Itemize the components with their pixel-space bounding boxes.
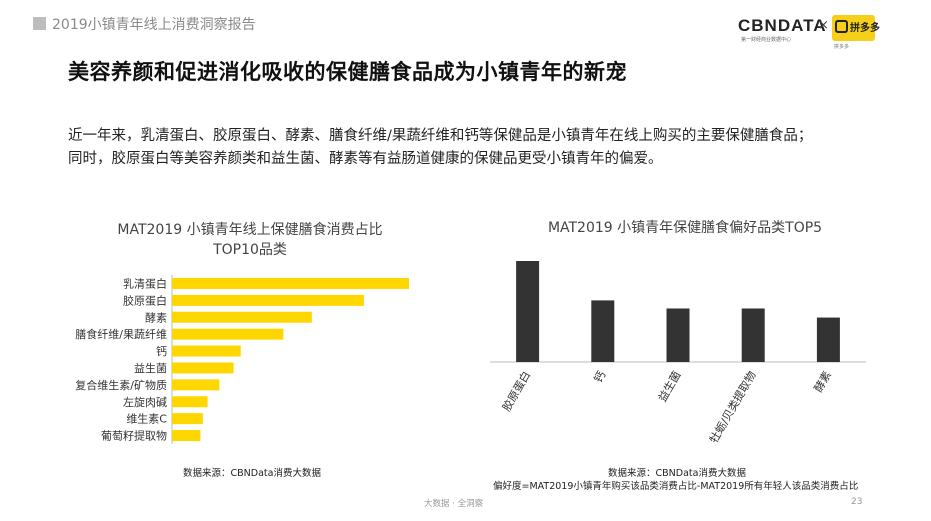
bar-8 xyxy=(172,396,208,408)
bar-5 xyxy=(816,317,840,362)
bar-6 xyxy=(172,362,234,374)
category-label-1: 胶原蛋白 xyxy=(499,369,533,414)
brand-logos: CBNDATA 第一财经商业数据中心 × 拼多多 拼多多 xyxy=(738,15,880,50)
bar-10 xyxy=(172,430,201,442)
left-chart-title: MAT2019 小镇青年线上保健膳食消费占比 xyxy=(117,222,383,238)
bar-2 xyxy=(591,300,615,362)
footer-text: 大数据 · 全洞察 xyxy=(424,499,484,509)
category-label-10: 葡萄籽提取物 xyxy=(101,429,167,443)
partner-bag-icon xyxy=(835,20,848,33)
bar-1 xyxy=(516,261,540,362)
bar-9 xyxy=(172,413,203,425)
category-label-4: 膳食纤维/果蔬纤维 xyxy=(75,327,167,341)
category-label-5: 酵素 xyxy=(812,369,834,395)
partner-logo: 拼多多 xyxy=(832,15,880,41)
bar-7 xyxy=(172,379,220,391)
bar-1 xyxy=(172,277,409,289)
category-label-7: 复合维生素/矿物质 xyxy=(75,378,167,392)
partner-logo-text: 拼多多 xyxy=(850,23,880,34)
category-label-9: 维生素C xyxy=(126,412,167,426)
header-marker xyxy=(33,17,46,30)
category-label-3: 酵素 xyxy=(145,311,167,324)
right-chart-title: MAT2019 小镇青年保健膳食偏好品类TOP5 xyxy=(547,220,823,236)
logo-separator: × xyxy=(818,18,829,33)
left-chart-title-block: MAT2019 小镇青年线上保健膳食消费占比 TOP10品类 xyxy=(100,220,400,260)
right-chart-note: 偏好度=MAT2019小镇青年购买该品类消费占比-MAT2019所有年轻人该品类… xyxy=(493,481,859,492)
description-line-2: 同时，胶原蛋白等美容养颜类和益生菌、酵素等有益肠道健康的保健品更受小镇青年的偏爱… xyxy=(68,151,663,167)
category-label-6: 益生菌 xyxy=(134,361,167,375)
bar-4 xyxy=(172,328,284,340)
right-chart-source: 数据来源：CBNData消费大数据 xyxy=(608,468,746,479)
cbndata-logo-sub: 第一财经商业数据中心 xyxy=(741,37,792,43)
cbndata-logo: CBNDATA xyxy=(738,16,827,35)
description: 近一年来，乳清蛋白、胶原蛋白、酵素、膳食纤维/果蔬纤维和钙等保健品是小镇青年在线… xyxy=(68,125,888,171)
category-label-2: 胶原蛋白 xyxy=(123,293,167,307)
category-label-5: 钙 xyxy=(156,344,167,358)
category-label-2: 钙 xyxy=(591,369,609,386)
bar-3 xyxy=(172,311,312,323)
report-title: 2019小镇青年线上消费洞察报告 xyxy=(52,17,256,33)
category-label-4: 牡蛎/贝类提取物 xyxy=(706,369,758,446)
description-line-1: 近一年来，乳清蛋白、胶原蛋白、酵素、膳食纤维/果蔬纤维和钙等保健品是小镇青年在线… xyxy=(68,128,813,144)
partner-logo-sub: 拼多多 xyxy=(834,44,850,50)
page-number: 23 xyxy=(851,497,863,507)
category-label-8: 左旋肉碱 xyxy=(123,395,167,409)
bar-4 xyxy=(741,308,765,362)
bar-5 xyxy=(172,345,241,357)
left-chart-source: 数据来源：CBNData消费大数据 xyxy=(183,468,321,479)
category-label-3: 益生菌 xyxy=(655,369,684,405)
bar-3 xyxy=(666,308,690,362)
left-chart-subtitle: TOP10品类 xyxy=(213,242,287,258)
page-title: 美容养颜和促进消化吸收的保健膳食品成为小镇青年的新宠 xyxy=(68,60,627,84)
bar-2 xyxy=(172,294,364,306)
category-label-1: 乳清蛋白 xyxy=(123,276,167,290)
